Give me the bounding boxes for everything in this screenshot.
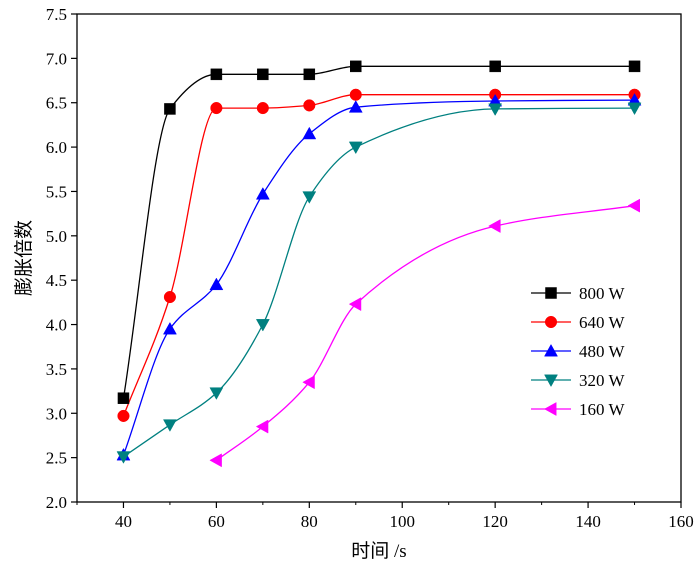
legend-label-640w: 640 W [579,313,625,332]
legend-label-480w: 480 W [579,342,625,361]
y-tick-label: 3.5 [46,360,67,379]
legend-marker-160w [543,402,557,416]
point-320w [627,102,642,116]
y-axis-title: 膨胀倍数 [13,220,35,296]
point-800w [257,68,269,81]
point-320w [116,451,131,464]
x-tick-label: 100 [389,512,415,531]
x-tick-label: 160 [668,512,694,531]
point-320w [255,319,270,332]
curves-layer [122,65,635,461]
point-480w [255,187,270,200]
legend: 800 W 640 W 480 W 320 W 160 W [531,284,625,419]
y-tick-label: 7.0 [46,49,67,68]
x-axis-title: 时间 /s [351,540,406,562]
point-640w [256,102,269,115]
y-tick-label: 6.5 [46,94,67,113]
y-tick-label: 2.0 [46,493,67,512]
point-160w [627,198,640,213]
point-320w [302,191,317,204]
point-800w [210,68,223,81]
point-640w [349,88,362,101]
series-line-480w [122,99,635,456]
point-800w [164,103,176,115]
point-800w [303,68,316,81]
point-160w [209,453,222,468]
point-800w [350,60,362,73]
y-tick-label: 4.0 [46,316,67,335]
point-480w [302,126,317,140]
point-640w [303,99,316,112]
x-tick-label: 120 [482,512,508,531]
y-tick-label: 5.5 [46,182,67,201]
y-tick-label: 4.5 [46,271,67,290]
legend-label-160w: 160 W [579,400,625,419]
series-line-800w [122,65,635,399]
legend-marker-800w [545,287,557,299]
x-tick-label: 80 [301,512,318,531]
legend-marker-640w [544,315,558,329]
y-tick-label: 7.5 [46,5,67,24]
y-tick-label: 2.5 [46,449,67,468]
x-tick-label: 40 [115,512,132,531]
y-tick-label: 6.0 [46,138,67,157]
series-line-640w [122,94,635,417]
point-800w [628,60,641,73]
point-480w [162,321,177,335]
point-640w [163,290,176,304]
point-320w [488,103,503,116]
legend-label-800w: 800 W [579,284,625,303]
series-line-320w [123,107,635,458]
x-tick-label: 140 [575,512,601,531]
y-tick-label: 3.0 [46,404,67,423]
point-640w [117,409,130,422]
point-160w [488,219,501,233]
series-line-160w [216,205,635,461]
legend-label-320w: 320 W [579,371,625,390]
point-320w [348,141,363,155]
point-480w [348,100,363,113]
plot-frame [76,13,682,503]
x-tick-label: 60 [208,512,225,531]
y-tick-label: 5.0 [46,227,67,246]
point-480w [209,277,224,291]
point-320w [162,419,177,432]
point-160w [302,375,315,390]
point-160w [348,297,362,312]
point-800w [489,60,501,73]
point-800w [117,392,130,404]
point-320w [209,387,224,400]
axes-layer: 40 60 80 100 120 140 160 2.0 2.5 3.0 3.5 4.0 4.5 5.0 5… [46,5,694,531]
point-640w [210,102,223,115]
markers-layer [116,60,642,468]
legend-marker-480w [544,343,558,357]
point-160w [255,419,269,434]
legend-marker-320w [544,374,558,388]
